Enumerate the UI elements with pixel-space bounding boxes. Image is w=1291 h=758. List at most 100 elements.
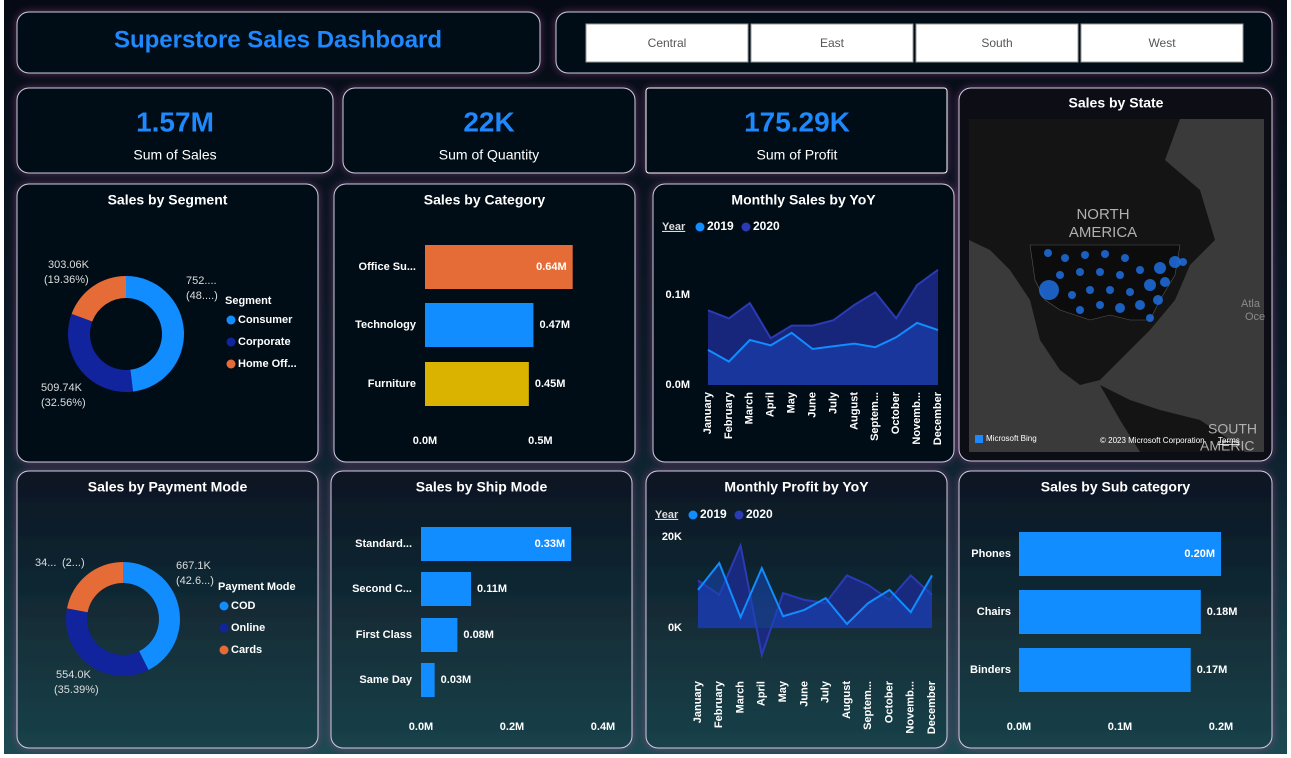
slicer-button[interactable] [915,23,1079,63]
donut-slice [123,562,180,670]
map: NORTH AMERICA Atla Oce SOUTH AMERIC Micr… [969,119,1265,454]
chart-panel [652,183,955,463]
kpi-label: Sum of Quantity [439,147,539,163]
data-label: 0.17M [1197,664,1228,676]
data-label: 0.33M [535,538,566,550]
kpi-panel [342,87,636,174]
data-label: 0.64M [536,261,567,273]
category-label: First Class [356,629,412,641]
data-label: 0.47M [539,319,570,331]
data-label: 752.... [186,275,217,287]
x-tick-label: June [806,392,818,418]
x-tick-label: May [786,391,798,413]
category-label: Technology [355,319,417,331]
chart-title: Sales by Payment Mode [88,479,248,495]
legend-label: Cards [231,644,262,656]
x-tick-label: December [932,391,944,445]
slicer-button[interactable] [750,23,914,63]
map-land [1100,385,1245,452]
line [697,561,933,626]
legend-marker [219,623,229,633]
kpi-panel [16,87,334,174]
x-tick-label: August [841,681,853,719]
legend-label: Online [231,622,265,634]
x-tick-label: July [820,680,832,703]
dashboard-title: Superstore Sales Dashboard [114,26,442,53]
map-label: Oce [1245,311,1265,323]
category-label: Second C... [352,583,412,595]
x-tick-label: July [827,391,839,414]
legend-title: Payment Mode [218,581,296,593]
map-bubbles [1039,249,1187,322]
slicer-label[interactable]: East [820,36,845,50]
x-tick-label: February [713,680,725,728]
legend-label: COD [231,600,256,612]
legend-marker [226,359,236,369]
chart-title: Sales by Segment [108,192,228,208]
map-attribution: Microsoft Bing [986,434,1037,443]
data-label: (2...) [62,557,85,569]
donut-slice [67,562,123,613]
legend-label: Corporate [238,336,291,348]
slicer-label[interactable]: West [1148,36,1176,50]
bar [425,303,534,347]
legend-marker [226,315,236,325]
data-label: 34... [35,557,56,569]
slicer-label[interactable]: Central [648,36,687,50]
map-terms[interactable]: Terms [1218,436,1240,445]
chart-title: Sales by Sub category [1041,479,1191,495]
charts: Central East South West Sales by Segment 752.… [35,23,1244,734]
x-tick-label: March [734,681,746,714]
y-tick-label: 0.0M [666,379,690,391]
line [707,268,939,340]
kpi-label: Sum of Sales [133,147,216,163]
data-label: (19.36%) [44,274,89,286]
bar [421,527,572,561]
map-title: Sales by State [1069,95,1164,111]
x-tick-label: May [777,680,789,702]
kpi-value: 22K [463,106,514,137]
x-tick-label: October [890,391,902,434]
data-label: (35.39%) [54,684,99,696]
category-label: Chairs [977,606,1011,618]
category-label: Binders [970,664,1011,676]
category-label: Same Day [359,674,412,686]
x-tick-label: 0.0M [413,435,437,447]
x-tick-label: 0.2M [1209,721,1233,733]
data-label: (32.56%) [41,397,86,409]
slicer-label[interactable]: South [981,36,1012,50]
donut-slice [71,276,126,322]
kpi-value: 1.57M [136,106,214,137]
slicer-button[interactable] [1080,23,1244,63]
data-label: 0.08M [463,629,494,641]
x-tick-label: April [756,681,768,706]
x-tick-label: Septem... [862,681,874,730]
legend-title: Year [662,221,686,233]
legend-label: 2019 [700,507,727,521]
slicer-button[interactable] [585,23,749,63]
legend-marker [734,510,744,520]
legend-marker [219,645,229,655]
bar [1019,590,1201,634]
x-tick-label: December [926,680,938,734]
data-label: 509.74K [41,382,83,394]
x-tick-label: Septem... [869,392,881,441]
kpi-value: 175.29K [744,106,850,137]
x-tick-label: March [744,392,756,425]
x-tick-label: January [702,391,714,434]
x-tick-label: 0.4M [591,721,615,733]
x-tick-label: Novemb... [905,681,917,734]
kpi-panel [645,87,948,174]
legend-marker [741,222,751,232]
x-tick-label: October [883,680,895,723]
x-tick-label: June [798,681,810,707]
category-label: Phones [971,548,1011,560]
category-label: Standard... [355,538,412,550]
category-label: Office Su... [359,261,416,273]
data-label: 0.20M [1184,548,1215,560]
x-tick-label: 0.0M [1007,721,1031,733]
legend-marker [226,337,236,347]
donut-slice [126,276,184,392]
bar [425,362,529,406]
